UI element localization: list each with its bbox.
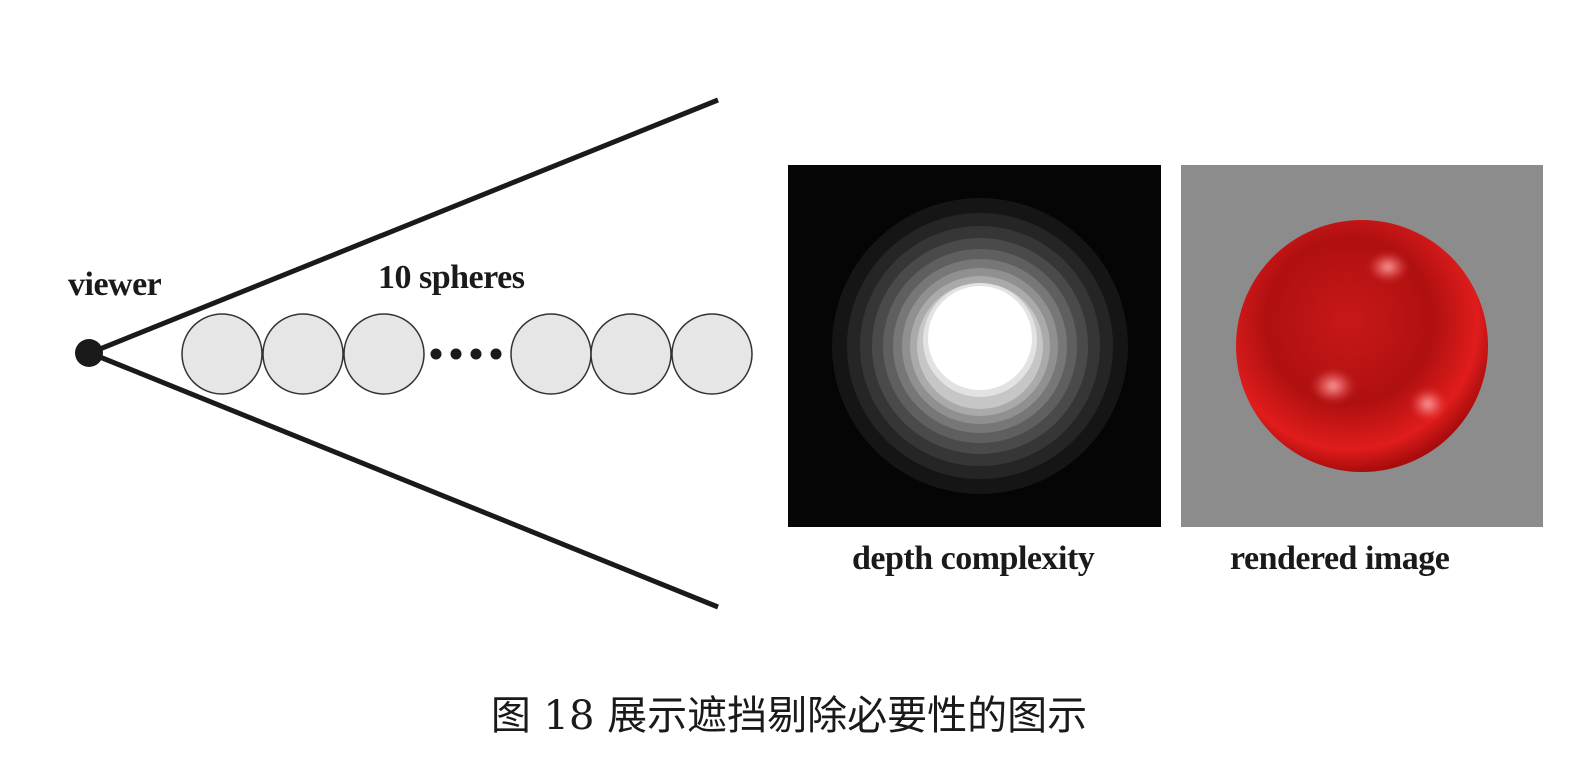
- ellipsis-dot: [450, 348, 462, 360]
- viewer-point: [75, 339, 103, 367]
- sphere-row: [181, 313, 753, 395]
- figure-caption: 图 18 展示遮挡剔除必要性的图示: [490, 693, 1088, 739]
- sphere-9: [590, 313, 672, 395]
- viewer-label: viewer: [68, 266, 162, 303]
- spheres-label: 10 spheres: [378, 259, 525, 296]
- ellipsis-dot: [490, 348, 502, 360]
- sphere-10: [671, 313, 753, 395]
- depth-complexity-image: [788, 165, 1161, 527]
- frustum-upper-line: [89, 97, 719, 356]
- sphere-2: [262, 313, 344, 395]
- rendered-image: [1181, 165, 1543, 527]
- ellipsis-dot: [430, 348, 442, 360]
- sphere-3: [343, 313, 425, 395]
- frustum-lower-line: [89, 350, 719, 610]
- ellipsis-dot: [470, 348, 482, 360]
- sphere-1: [181, 313, 263, 395]
- sphere-8: [510, 313, 592, 395]
- rendered-image-label: rendered image: [1230, 540, 1450, 577]
- depth-complexity-label: depth complexity: [852, 540, 1095, 577]
